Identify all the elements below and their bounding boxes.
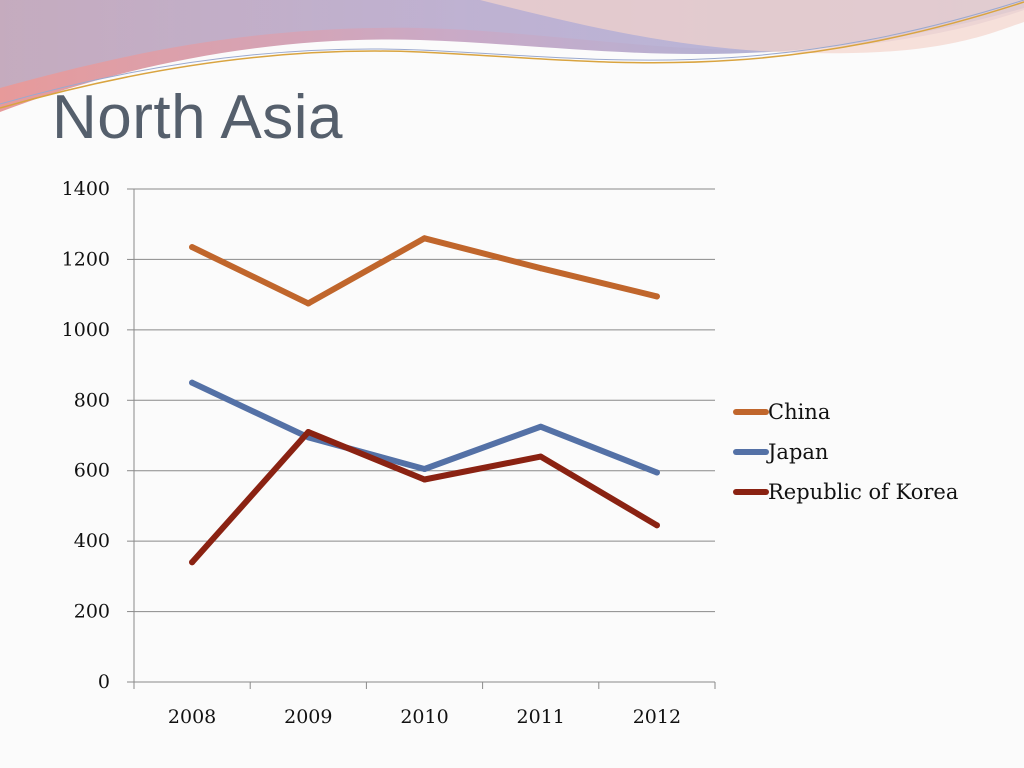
y-tick-label: 1400 <box>62 178 110 200</box>
data-point <box>305 300 312 307</box>
data-point <box>189 559 196 566</box>
legend-label: China <box>768 400 830 424</box>
slide-title: North Asia <box>52 83 344 152</box>
data-point <box>653 522 660 529</box>
data-point <box>653 293 660 300</box>
series-line-japan <box>189 379 660 476</box>
data-point <box>189 244 196 251</box>
data-point <box>537 423 544 430</box>
y-tick-label: 400 <box>74 530 110 552</box>
x-tick-label: 2010 <box>400 706 448 728</box>
y-tick-label: 800 <box>74 389 110 411</box>
y-tick-label: 1000 <box>62 319 110 341</box>
y-tick-label: 0 <box>98 671 110 693</box>
y-tick-label: 1200 <box>62 248 110 270</box>
data-point <box>421 476 428 483</box>
series-line-republic-of-korea <box>189 429 660 566</box>
x-tick-label: 2009 <box>284 706 332 728</box>
data-point <box>537 453 544 460</box>
data-point <box>189 379 196 386</box>
data-point <box>305 428 312 435</box>
data-point <box>421 235 428 242</box>
data-point <box>653 469 660 476</box>
data-point <box>537 265 544 272</box>
legend-label: Republic of Korea <box>768 480 958 504</box>
x-tick-label: 2008 <box>168 706 216 728</box>
series-line-china <box>189 235 660 307</box>
legend-label: Japan <box>766 440 828 464</box>
header-wave-decoration <box>0 0 1024 112</box>
data-point <box>421 465 428 472</box>
y-tick-label: 600 <box>74 460 110 482</box>
x-tick-label: 2011 <box>517 706 565 728</box>
y-tick-label: 200 <box>74 601 110 623</box>
x-tick-label: 2012 <box>633 706 681 728</box>
